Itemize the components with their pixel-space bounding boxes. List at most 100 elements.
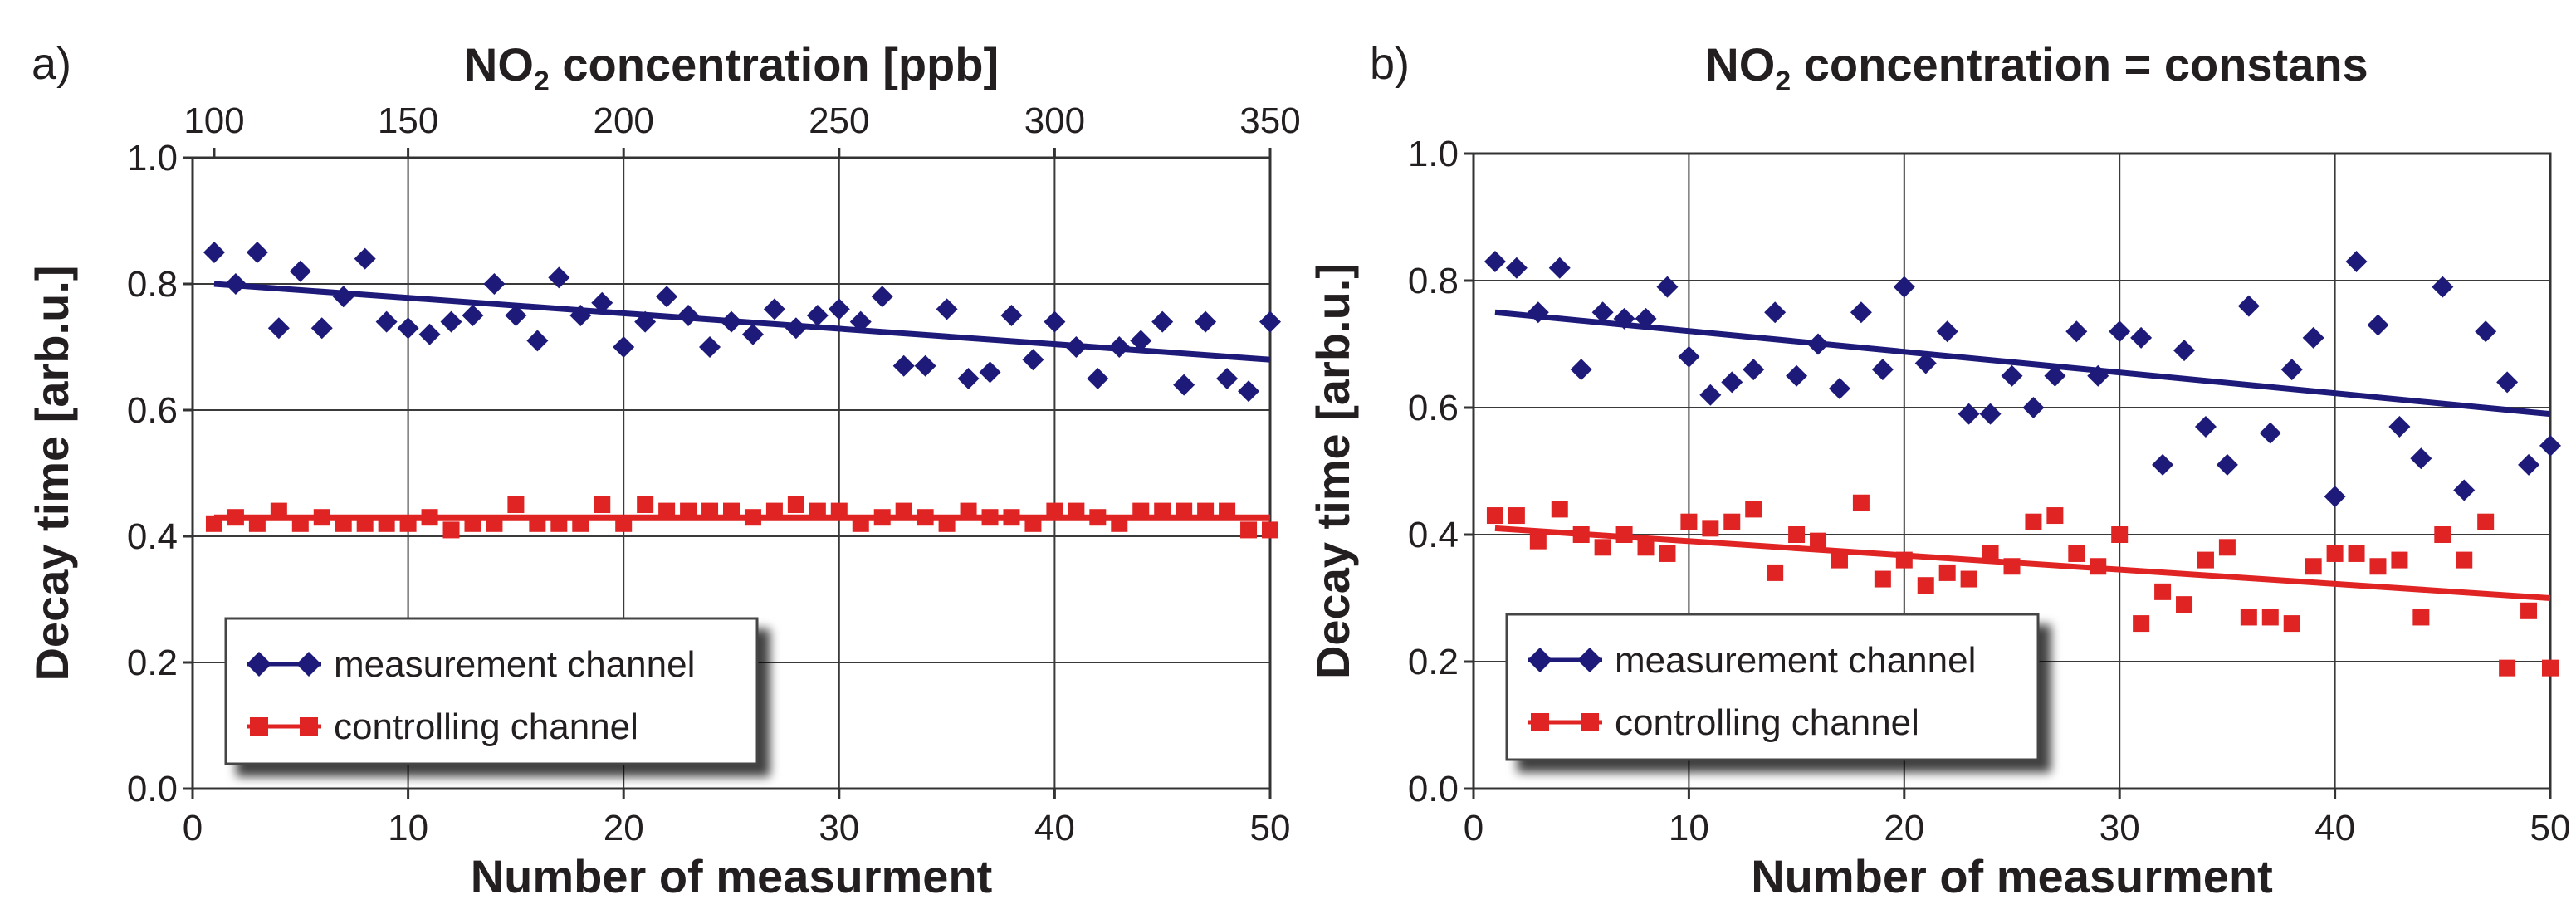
data-point-measurement (2432, 276, 2454, 298)
data-point-measurement (1527, 301, 1549, 324)
y-tick-label: 0.2 (1408, 642, 1459, 682)
data-point-measurement (397, 317, 419, 340)
top-tick-label: 250 (809, 100, 869, 141)
data-point-controlling (1089, 509, 1107, 526)
data-point-measurement (1979, 403, 2002, 425)
data-point-measurement (613, 336, 635, 358)
data-point-controlling (1486, 507, 1503, 525)
data-point-measurement (979, 361, 1001, 384)
data-point-controlling (1508, 507, 1525, 525)
x-axis-label: Number of measurment (1751, 850, 2273, 902)
plot-frame (191, 156, 1272, 790)
legend-marker-square (250, 717, 268, 736)
data-point-measurement (310, 317, 333, 340)
y-tick-label: 0.0 (1408, 769, 1459, 809)
data-point-measurement (375, 310, 398, 333)
top-tick-label: 100 (183, 100, 244, 141)
data-point-controlling (2434, 526, 2451, 543)
legend-label: measurement channel (1615, 640, 1976, 681)
data-point-controlling (507, 496, 525, 513)
data-point-measurement (2324, 486, 2346, 508)
data-point-controlling (572, 515, 589, 532)
data-point-controlling (442, 521, 460, 539)
legend-marker-square (1581, 713, 1599, 731)
data-point-controlling (2499, 659, 2516, 677)
data-point-measurement (785, 317, 807, 340)
data-point-measurement (1591, 301, 1614, 324)
data-point-controlling (1068, 502, 1085, 520)
data-point-controlling (1680, 513, 1698, 530)
data-point-measurement (2001, 364, 2023, 387)
data-point-controlling (1594, 539, 1611, 556)
data-point-controlling (1046, 502, 1063, 520)
data-point-controlling (960, 502, 977, 520)
data-point-measurement (569, 305, 592, 326)
y-tick-label: 0.6 (127, 390, 178, 431)
panel-b: b) NO2 concentration = constans 0 10 20 30 40 5… (1307, 38, 2570, 902)
data-point-measurement (1721, 371, 1743, 394)
legend-marker-diamond (296, 652, 321, 677)
x-tick-label: 50 (1250, 808, 1291, 848)
legend-marker-diamond (247, 652, 271, 677)
data-point-measurement (1022, 349, 1044, 371)
data-point-measurement (677, 305, 700, 326)
data-point-measurement (2194, 415, 2217, 438)
x-tick-label: 10 (388, 808, 428, 848)
data-point-controlling (1024, 515, 1042, 532)
data-point-measurement (526, 330, 549, 352)
data-point-measurement (462, 305, 484, 326)
data-point-controlling (1003, 509, 1020, 526)
data-point-controlling (2003, 558, 2021, 575)
data-point-measurement (1936, 320, 1958, 343)
data-point-measurement (2410, 447, 2432, 470)
data-point-controlling (356, 515, 374, 532)
data-point-controlling (270, 502, 287, 520)
data-point-measurement (2130, 326, 2153, 349)
data-point-measurement (634, 310, 657, 333)
chart-title: NO2 concentration = constans (1705, 38, 2368, 97)
data-point-controlling (744, 509, 761, 526)
data-point-measurement (1238, 380, 1260, 403)
data-point-controlling (550, 515, 568, 532)
data-point-controlling (378, 515, 395, 532)
y-axis-label: Decay time [arb.u.] (1307, 263, 1359, 679)
data-point-measurement (721, 310, 742, 333)
data-point-controlling (1551, 501, 1568, 518)
data-point-measurement (914, 354, 936, 377)
data-point-controlling (1745, 501, 1762, 518)
data-point-measurement (1914, 352, 1937, 374)
data-point-measurement (1850, 301, 1872, 324)
plot-frame (1472, 152, 2552, 790)
data-point-controlling (2477, 513, 2495, 530)
data-point-measurement (1786, 364, 1808, 387)
data-point-controlling (2176, 596, 2193, 613)
data-point-controlling (2025, 513, 2042, 530)
data-point-controlling (2348, 545, 2365, 562)
data-point-measurement (483, 273, 506, 295)
y-tick-label: 0.8 (127, 264, 178, 305)
data-point-controlling (1659, 545, 1676, 562)
trend-line (1494, 525, 2551, 601)
trend-line (1494, 309, 2551, 418)
data-point-measurement (1958, 403, 1980, 425)
data-point-measurement (1484, 251, 1506, 273)
panel-a: a) NO2 concentration [ppb] 0 10 20 30 40 50 0.0 0… (26, 38, 1301, 902)
data-point-measurement (2109, 320, 2131, 343)
legend-marker-diamond (1528, 648, 1552, 672)
data-point-measurement (2475, 320, 2497, 343)
data-point-controlling (917, 509, 934, 526)
data-point-measurement (741, 323, 764, 345)
y-tick-label: 1.0 (127, 138, 178, 178)
data-point-controlling (658, 502, 676, 520)
data-point-measurement (2453, 479, 2476, 501)
data-point-measurement (289, 260, 311, 282)
data-point-controlling (1176, 502, 1193, 520)
data-point-measurement (2388, 415, 2411, 438)
data-point-measurement (849, 310, 872, 333)
data-point-controlling (1874, 570, 1891, 588)
data-point-measurement (1216, 368, 1239, 389)
data-point-measurement (1108, 336, 1131, 358)
data-point-controlling (938, 515, 956, 532)
data-point-controlling (2046, 507, 2064, 525)
